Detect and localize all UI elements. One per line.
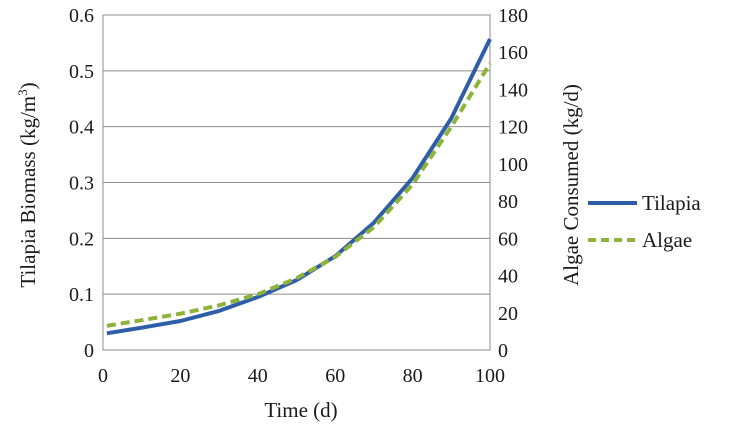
x-tick-label: 100 (475, 365, 505, 387)
series-line-algae (106, 62, 492, 328)
right-tick-label: 120 (498, 117, 528, 139)
grid-lines (103, 14, 490, 351)
x-axis-ticks: 0 20 40 60 80 100 (98, 365, 505, 387)
legend-label-algae: Algae (642, 228, 692, 252)
left-axis-label-base: Tilapia Biomass (kg/m (16, 96, 40, 288)
left-axis-ticks: 0 0.1 0.2 0.3 0.4 0.5 0.6 (69, 5, 94, 362)
right-tick-label: 180 (498, 5, 528, 27)
right-tick-label: 60 (498, 228, 518, 250)
left-axis-label-close: ) (16, 82, 40, 89)
left-tick-label: 0.6 (69, 5, 94, 27)
series-line-tilapia (106, 38, 492, 336)
x-tick-label: 80 (403, 365, 423, 387)
left-tick-label: 0.3 (69, 173, 94, 195)
right-tick-label: 140 (498, 79, 528, 101)
left-tick-label: 0.5 (69, 61, 94, 83)
right-axis-ticks: 0 20 40 60 80 100 120 140 160 180 (498, 5, 528, 362)
series-lines (106, 38, 492, 336)
left-tick-label: 0 (84, 340, 94, 362)
left-tick-label: 0.1 (69, 284, 94, 306)
right-tick-label: 0 (498, 340, 508, 362)
left-axis-label: Tilapia Biomass (kg/m3) (15, 82, 40, 287)
right-tick-label: 100 (498, 154, 528, 176)
legend-label-tilapia: Tilapia (642, 191, 701, 215)
left-tick-label: 0.4 (69, 117, 94, 139)
left-axis-label-superscript: 3 (15, 89, 30, 96)
plot-frame (102, 14, 491, 351)
right-tick-label: 160 (498, 42, 528, 64)
x-tick-label: 40 (248, 365, 268, 387)
right-tick-label: 40 (498, 266, 518, 288)
x-tick-label: 60 (325, 365, 345, 387)
right-tick-label: 20 (498, 303, 518, 325)
x-tick-label: 20 (170, 365, 190, 387)
x-axis-label: Time (d) (264, 398, 337, 422)
right-tick-label: 80 (498, 191, 518, 213)
legend: Tilapia Algae (588, 191, 701, 252)
x-tick-label: 0 (98, 365, 108, 387)
right-axis-label: Algae Consumed (kg/d) (559, 84, 583, 286)
left-tick-label: 0.2 (69, 228, 94, 250)
